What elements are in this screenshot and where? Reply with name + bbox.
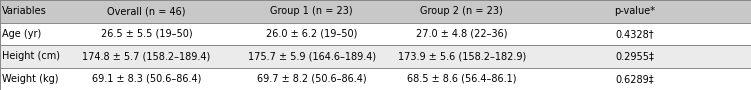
Text: 68.5 ± 8.6 (56.4–86.1): 68.5 ± 8.6 (56.4–86.1) — [407, 74, 517, 84]
Text: 27.0 ± 4.8 (22–36): 27.0 ± 4.8 (22–36) — [416, 29, 508, 39]
Text: 26.5 ± 5.5 (19–50): 26.5 ± 5.5 (19–50) — [101, 29, 192, 39]
Text: Age (yr): Age (yr) — [2, 29, 41, 39]
Text: Group 2 (n = 23): Group 2 (n = 23) — [421, 6, 503, 16]
Text: 173.9 ± 5.6 (158.2–182.9): 173.9 ± 5.6 (158.2–182.9) — [398, 51, 526, 61]
Text: Weight (kg): Weight (kg) — [2, 74, 58, 84]
Text: 0.6289‡: 0.6289‡ — [615, 74, 654, 84]
Text: Group 1 (n = 23): Group 1 (n = 23) — [270, 6, 353, 16]
Text: Variables: Variables — [2, 6, 47, 16]
Text: 175.7 ± 5.9 (164.6–189.4): 175.7 ± 5.9 (164.6–189.4) — [248, 51, 376, 61]
Text: 0.2955‡: 0.2955‡ — [615, 51, 654, 61]
Text: p-value*: p-value* — [614, 6, 655, 16]
Text: Height (cm): Height (cm) — [2, 51, 59, 61]
Text: 69.7 ± 8.2 (50.6–86.4): 69.7 ± 8.2 (50.6–86.4) — [257, 74, 366, 84]
Text: Overall (n = 46): Overall (n = 46) — [107, 6, 185, 16]
Text: 26.0 ± 6.2 (19–50): 26.0 ± 6.2 (19–50) — [266, 29, 357, 39]
Bar — [0, 0, 751, 22]
Bar — [0, 45, 751, 68]
Text: 69.1 ± 8.3 (50.6–86.4): 69.1 ± 8.3 (50.6–86.4) — [92, 74, 201, 84]
Text: 174.8 ± 5.7 (158.2–189.4): 174.8 ± 5.7 (158.2–189.4) — [83, 51, 210, 61]
Bar — [0, 68, 751, 90]
Text: 0.4328†: 0.4328† — [615, 29, 654, 39]
Bar — [0, 22, 751, 45]
